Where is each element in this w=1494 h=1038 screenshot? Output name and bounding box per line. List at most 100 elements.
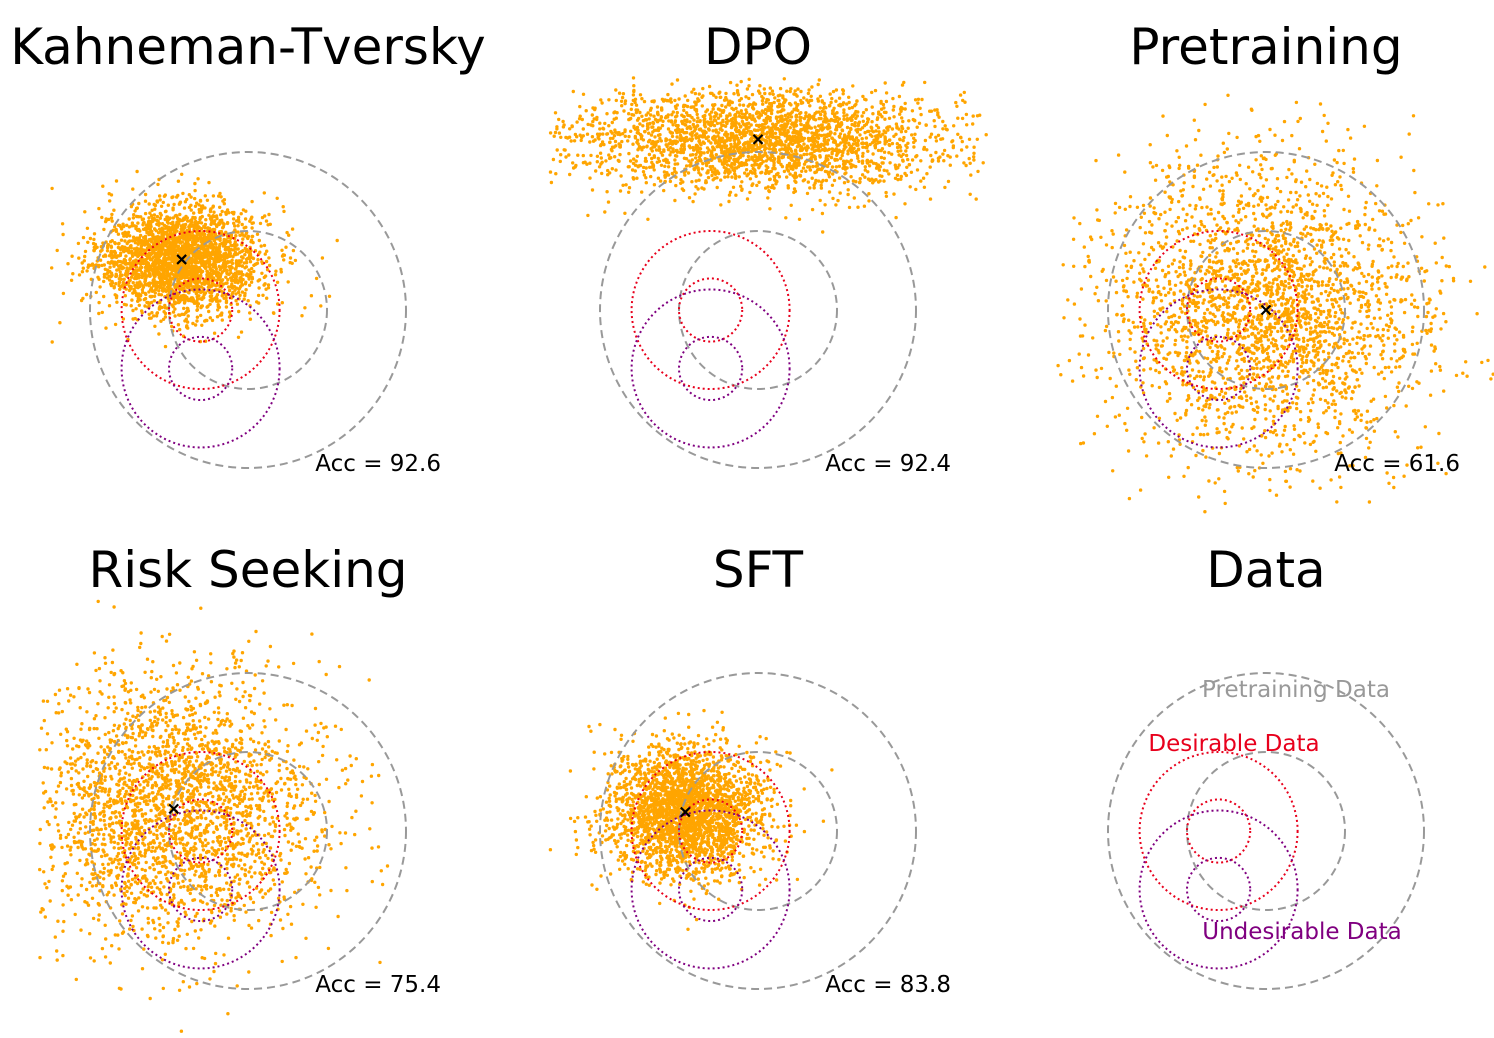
sample-point xyxy=(754,174,758,178)
sample-point xyxy=(799,89,803,94)
sample-point xyxy=(666,127,671,131)
sample-point xyxy=(796,87,800,91)
sample-point xyxy=(120,266,124,271)
sample-point xyxy=(564,155,568,159)
sample-point xyxy=(782,108,786,112)
sample-point xyxy=(856,205,860,209)
sample-point xyxy=(180,224,185,229)
sample-point xyxy=(702,141,706,145)
sample-point xyxy=(83,249,88,254)
sample-point xyxy=(152,272,156,276)
sample-point xyxy=(117,283,121,288)
sample-point xyxy=(176,217,180,221)
sample-point xyxy=(777,155,781,159)
sample-point xyxy=(674,123,679,128)
sample-point xyxy=(774,115,779,119)
sample-point xyxy=(737,111,741,115)
sample-point xyxy=(604,159,608,163)
sample-point xyxy=(158,194,162,198)
sample-point xyxy=(124,271,128,275)
sample-point xyxy=(150,208,154,212)
sample-point xyxy=(643,129,647,134)
sample-point xyxy=(614,168,618,172)
sample-point xyxy=(880,147,885,151)
sample-point xyxy=(146,261,151,266)
sample-point xyxy=(158,246,162,250)
sample-point xyxy=(832,178,837,183)
sample-point xyxy=(801,179,805,183)
sample-point xyxy=(218,191,222,196)
sample-point xyxy=(635,125,640,130)
sample-point xyxy=(712,171,716,175)
sample-point xyxy=(181,191,185,196)
sample-point xyxy=(724,105,728,109)
sample-point xyxy=(813,118,818,122)
sample-point xyxy=(218,213,223,217)
sample-point xyxy=(300,314,304,318)
sample-point xyxy=(900,124,904,129)
sample-point xyxy=(842,117,846,122)
sample-point xyxy=(229,276,233,280)
sample-point xyxy=(120,273,124,277)
sample-point xyxy=(93,242,98,247)
sample-point xyxy=(773,157,777,161)
sample-point xyxy=(657,159,662,163)
sample-point xyxy=(267,212,271,217)
sample-point xyxy=(598,143,603,148)
sample-point xyxy=(764,119,769,124)
sample-point xyxy=(589,123,593,127)
sample-point xyxy=(660,97,665,102)
sample-point xyxy=(176,323,181,327)
sample-point xyxy=(795,131,800,136)
sample-point xyxy=(847,205,852,210)
sample-point xyxy=(562,148,566,152)
sample-point xyxy=(789,87,793,91)
sample-point xyxy=(122,277,126,281)
sample-point xyxy=(552,134,556,138)
sample-point xyxy=(125,223,129,227)
sample-point xyxy=(863,168,867,172)
sample-point xyxy=(746,144,750,148)
sample-point xyxy=(249,270,253,275)
sample-point xyxy=(769,158,773,162)
sample-point xyxy=(793,173,798,178)
sample-point xyxy=(131,281,135,285)
sample-point xyxy=(92,232,97,236)
sample-point xyxy=(110,279,114,284)
sample-point xyxy=(619,99,624,104)
sample-point xyxy=(208,267,212,271)
sample-point xyxy=(964,112,969,117)
sample-point xyxy=(249,238,254,242)
sample-point xyxy=(100,310,105,315)
sample-point xyxy=(884,99,889,104)
sample-point xyxy=(127,288,132,293)
sample-point xyxy=(108,199,112,203)
sample-point xyxy=(172,202,176,207)
sample-point xyxy=(267,256,271,260)
sample-point xyxy=(164,240,168,244)
sample-point xyxy=(158,216,162,220)
sample-point xyxy=(692,87,696,92)
sample-point xyxy=(218,242,222,247)
sample-point xyxy=(841,162,846,166)
sample-point xyxy=(972,151,976,155)
sample-point xyxy=(210,297,214,301)
sample-point xyxy=(867,164,872,168)
sample-point xyxy=(102,263,107,267)
sample-point xyxy=(167,267,172,271)
sample-point xyxy=(236,290,241,295)
sample-point xyxy=(731,185,736,189)
sample-point xyxy=(854,180,858,184)
sample-point xyxy=(613,155,617,159)
sample-point xyxy=(885,139,889,144)
sample-point xyxy=(839,123,843,127)
sample-point xyxy=(772,174,776,179)
sample-point xyxy=(627,134,631,139)
sample-point xyxy=(669,131,673,135)
sample-point xyxy=(810,151,814,156)
sample-point xyxy=(92,237,96,242)
sample-point xyxy=(127,217,131,221)
sample-point xyxy=(97,277,101,281)
sample-point xyxy=(165,248,169,252)
sample-point xyxy=(153,207,157,211)
